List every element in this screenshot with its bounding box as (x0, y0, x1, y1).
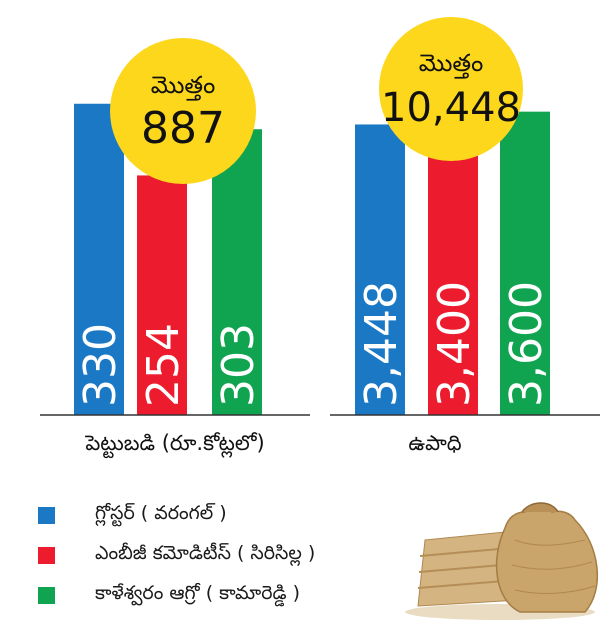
total-value: 887 (141, 103, 225, 154)
legend-swatch (38, 586, 55, 604)
legend-swatch (38, 546, 55, 564)
bar (212, 129, 262, 415)
legend: గ్లోస్టర్ ( వరంగల్ ) ఎంబీజీ కమోడిటీస్ ( … (38, 495, 438, 615)
x-axis-label: ఉపాధి (408, 431, 461, 455)
bar (355, 124, 405, 415)
legend-item-mbg: ఎంబీజీ కమోడిటీస్ ( సిరిసిల్ల ) (38, 535, 438, 575)
bar-value-label: 330 (75, 323, 126, 407)
jute-sack-image (405, 502, 598, 620)
legend-item-gloster: గ్లోస్టర్ ( వరంగల్ ) (38, 495, 438, 535)
chart-panel-2: 3,448 3,400 3,600 మొత్తం 10,448 ఉపాధి (330, 17, 600, 455)
total-label: మొత్తం (151, 71, 216, 101)
legend-item-kaleshwaram: కాళేశ్వరం ఆగ్రో ( కామారెడ్డి ) (38, 575, 438, 615)
total-bubble (379, 17, 523, 161)
bar-value-label: 3,448 (356, 281, 407, 407)
chart-panel-1: 330 254 303 మొత్తం887 పెట్టుబడి (రూ.కోట్లలో) (40, 38, 310, 459)
bar (500, 111, 550, 415)
x-axis-label: పెట్టుబడి (రూ.కోట్లలో) (84, 431, 264, 459)
total-value: 10,448 (381, 85, 521, 131)
legend-label: కాళేశ్వరం ఆగ్రో ( కామారెడ్డి ) (95, 581, 301, 604)
legend-swatch (38, 506, 55, 524)
legend-label: ఎంబీజీ కమోడిటీస్ ( సిరిసిల్ల ) (95, 541, 316, 564)
bar-value-label: 303 (213, 323, 264, 407)
bar (137, 175, 187, 415)
bar (74, 103, 124, 415)
bar-value-label: 3,400 (429, 281, 480, 407)
total-bubble (110, 38, 256, 184)
legend-label: గ్లోస్టర్ ( వరంగల్ ) (95, 501, 227, 524)
bar-value-label: 3,600 (501, 281, 552, 407)
bar-value-label: 254 (138, 323, 189, 407)
bar (428, 128, 478, 415)
total-label: మొత్తం (419, 49, 484, 79)
